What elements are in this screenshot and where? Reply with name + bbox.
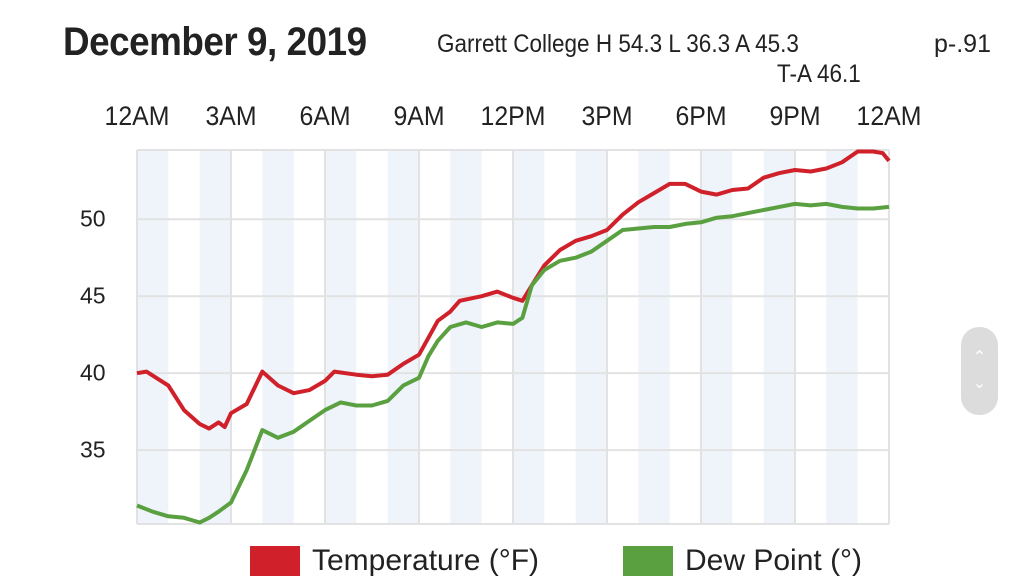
legend-temperature[interactable]: Temperature (°F) — [250, 544, 539, 578]
hour-band — [638, 150, 670, 524]
y-tick-label: 50 — [80, 205, 106, 232]
hour-band — [262, 150, 294, 524]
station-summary: Garrett College H 54.3 L 36.3 A 45.3 — [437, 30, 799, 58]
hour-band — [513, 150, 545, 524]
hour-band — [387, 150, 419, 524]
y-tick-label: 45 — [80, 282, 106, 309]
temperature-line — [136, 149, 891, 431]
x-tick-label: 3AM — [205, 101, 257, 131]
hour-band — [826, 150, 858, 524]
legend-dew-point[interactable]: Dew Point (°) — [623, 544, 862, 578]
p-value: p-.91 — [934, 30, 991, 58]
x-tick-label: 12PM — [480, 101, 546, 131]
y-tick-label: 40 — [80, 359, 106, 386]
x-tick-label: 6PM — [675, 101, 727, 131]
hour-band — [199, 150, 231, 524]
chart-date-title: December 9, 2019 — [63, 20, 367, 64]
chevron-up-icon[interactable]: ⌃ — [972, 349, 987, 366]
hour-band — [575, 150, 607, 524]
hour-band — [325, 150, 357, 524]
chevron-down-icon[interactable]: ⌄ — [972, 375, 987, 392]
x-tick-label: 12AM — [104, 101, 170, 131]
dew-point-line — [136, 201, 890, 525]
x-tick-label: 9PM — [769, 101, 821, 131]
scroll-handle[interactable]: ⌃ ⌄ — [961, 327, 998, 415]
x-tick-label: 6AM — [299, 101, 351, 131]
x-tick-label: 12AM — [856, 101, 922, 131]
x-tick-label: 3PM — [581, 101, 633, 131]
hour-band — [137, 150, 169, 524]
x-tick-label: 9AM — [393, 101, 445, 131]
legend-swatch-dew-point — [623, 546, 673, 576]
hour-band — [701, 150, 733, 524]
hour-band — [450, 150, 482, 524]
legend-label-dew-point: Dew Point (°) — [685, 544, 863, 577]
hour-band — [763, 150, 795, 524]
t-a-value: T-A 46.1 — [777, 60, 861, 88]
legend-swatch-temperature — [250, 546, 300, 576]
legend-label-temperature: Temperature (°F) — [312, 544, 540, 577]
y-tick-label: 35 — [80, 436, 106, 463]
